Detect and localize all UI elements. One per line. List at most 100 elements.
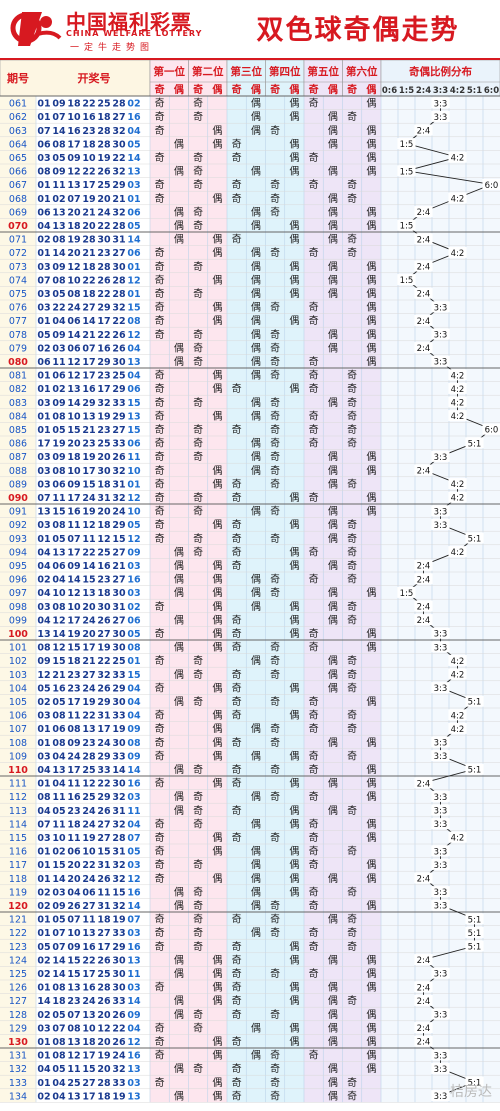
issue-number: 132 (9, 1064, 27, 1075)
parity-mark: 偶 (212, 953, 222, 966)
red-ball: 09 (52, 901, 65, 912)
ratio-value: 1:5 (400, 276, 414, 286)
red-ball: 15 (112, 887, 125, 898)
red-ball: 07 (67, 915, 80, 926)
parity-mark: 偶 (174, 545, 184, 558)
blue-ball: 11 (127, 969, 140, 980)
red-ball: 27 (112, 615, 125, 626)
ratio-label-bg (465, 1076, 484, 1088)
red-ball: 19 (97, 411, 110, 422)
parity-mark: 偶 (366, 137, 376, 150)
red-ball: 17 (82, 466, 95, 477)
parity-mark: 偶 (251, 273, 261, 286)
position-header: 第五位 (308, 65, 340, 78)
parity-mark: 偶 (328, 110, 338, 123)
parity-mark: 偶 (174, 953, 184, 966)
issue-number: 127 (9, 996, 27, 1007)
blue-ball: 03 (127, 588, 140, 599)
red-ball: 07 (67, 1010, 80, 1021)
ratio-label-bg (431, 899, 450, 911)
ratio-value: 3:3 (434, 630, 448, 640)
parity-mark: 偶 (251, 586, 261, 599)
red-ball: 23 (82, 126, 95, 137)
parity-mark: 奇 (232, 681, 242, 694)
parity-mark: 偶 (366, 1008, 376, 1021)
ratio-value: 5:1 (468, 698, 482, 708)
ratio-label-bg (414, 342, 433, 354)
red-ball: 16 (82, 983, 96, 994)
red-ball: 03 (52, 343, 65, 354)
red-ball: 14 (67, 330, 81, 341)
blue-ball: 09 (127, 547, 140, 558)
red-ball: 08 (52, 738, 66, 749)
parity-mark: 偶 (212, 981, 222, 994)
red-ball: 11 (67, 833, 80, 844)
parity-mark: 偶 (174, 668, 184, 681)
ratio-label-bg (431, 736, 450, 748)
parity-mark: 偶 (328, 477, 338, 490)
parity-mark: 偶 (174, 899, 184, 912)
position-header: 第二位 (192, 65, 224, 78)
blue-ball: 04 (127, 343, 141, 354)
issue-number: 125 (9, 969, 27, 980)
issue-number: 103 (9, 670, 27, 681)
red-ball: 09 (67, 479, 80, 490)
parity-mark: 偶 (328, 613, 338, 626)
parity-mark: 偶 (328, 586, 338, 599)
red-ball: 31 (112, 602, 125, 613)
red-ball: 04 (67, 887, 81, 898)
red-ball: 18 (82, 139, 96, 150)
red-ball: 14 (37, 996, 51, 1007)
parity-mark: 奇 (155, 913, 165, 926)
parity-mark: 偶 (212, 627, 222, 640)
ratio-value: 2:4 (417, 983, 431, 993)
blue-ball: 04 (127, 683, 141, 694)
parity-mark: 偶 (212, 586, 222, 599)
issue-number: 085 (9, 425, 27, 436)
parity-mark: 偶 (366, 273, 376, 286)
red-ball: 12 (67, 371, 80, 382)
red-ball: 29 (97, 751, 110, 762)
ratio-value: 3:3 (434, 507, 448, 517)
issue-number: 095 (9, 561, 27, 572)
issue-number: 121 (9, 915, 27, 926)
parity-mark: 偶 (289, 1035, 299, 1048)
parity-mark: 偶 (289, 804, 299, 817)
red-ball: 01 (37, 180, 50, 191)
parity-mark: 偶 (366, 328, 376, 341)
blue-ball: 03 (127, 1078, 140, 1089)
parity-mark: 奇 (270, 899, 280, 912)
parity-mark: 偶 (328, 736, 338, 749)
red-ball: 14 (67, 398, 81, 409)
red-ball: 08 (52, 275, 66, 286)
red-ball: 25 (82, 765, 95, 776)
red-ball: 13 (52, 547, 65, 558)
red-ball: 17 (82, 643, 95, 654)
ratio-value: 3:3 (434, 521, 448, 531)
red-ball: 27 (112, 248, 125, 259)
parity-mark: 奇 (155, 287, 165, 300)
welfare-lottery-logo-icon (10, 12, 62, 46)
ratio-value: 2:4 (417, 127, 431, 137)
parity-mark: 奇 (193, 1021, 203, 1034)
red-ball: 08 (67, 289, 81, 300)
red-ball: 03 (37, 711, 50, 722)
position-header-bg (342, 60, 382, 97)
parity-mark: 偶 (366, 1062, 376, 1075)
blue-ball: 12 (127, 275, 140, 286)
red-ball: 18 (67, 452, 81, 463)
parity-mark: 奇 (232, 777, 242, 790)
red-ball: 27 (82, 901, 95, 912)
parity-mark: 偶 (174, 573, 184, 586)
parity-mark: 偶 (174, 1089, 184, 1102)
red-ball: 05 (52, 289, 65, 300)
red-ball: 28 (82, 235, 96, 246)
red-ball: 22 (112, 316, 125, 327)
parity-mark: 偶 (366, 1021, 376, 1034)
ratio-label-bg (431, 110, 450, 122)
parity-mark: 偶 (289, 518, 299, 531)
parity-mark: 奇 (193, 437, 203, 450)
parity-mark: 奇 (270, 967, 280, 980)
ratio-label-bg (397, 586, 416, 598)
red-ball: 03 (37, 398, 50, 409)
